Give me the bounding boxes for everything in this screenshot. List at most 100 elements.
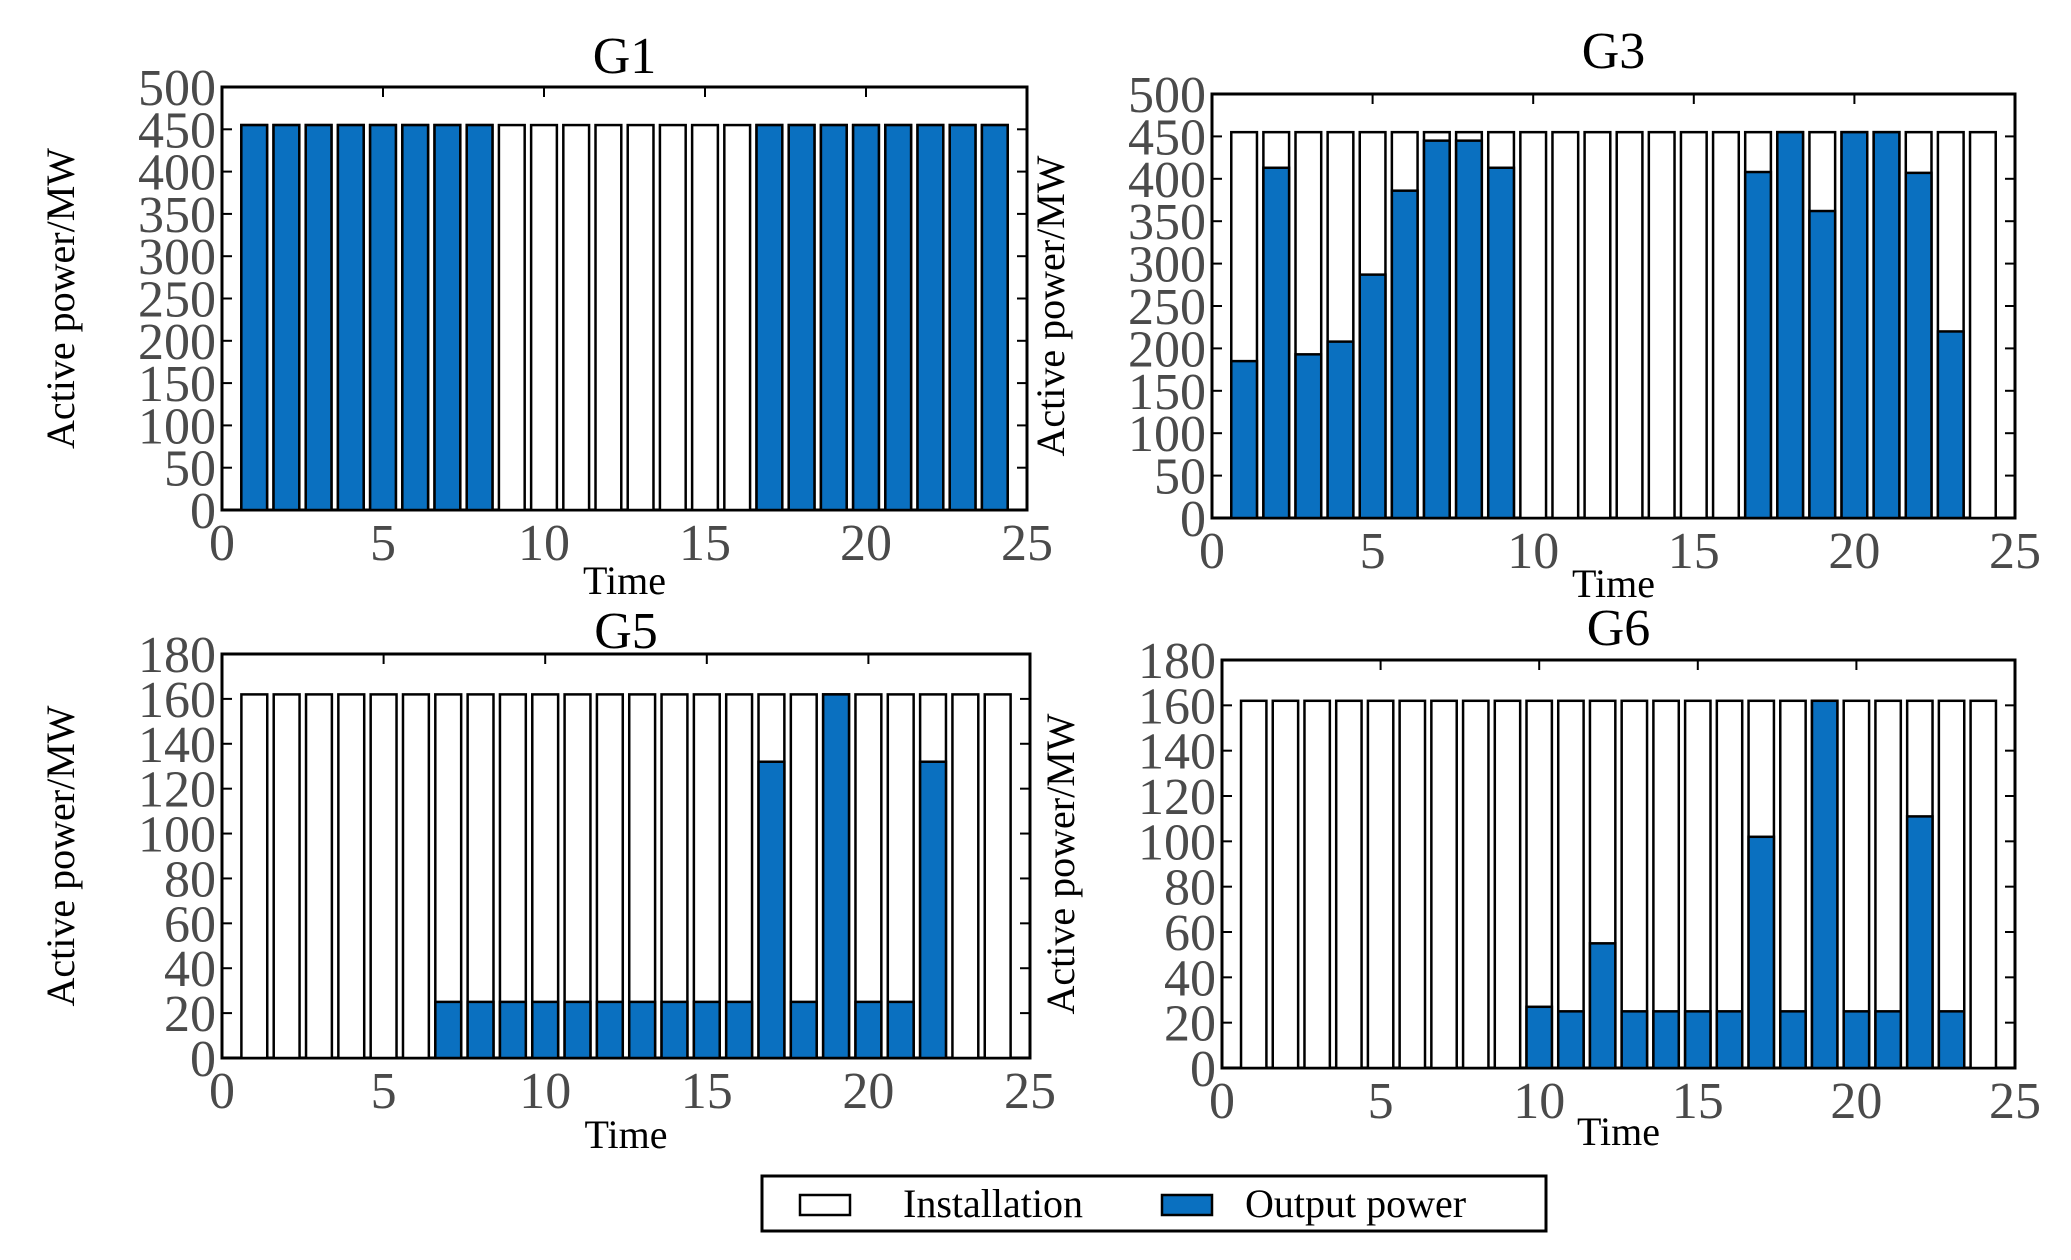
y-tick-label: 400	[138, 145, 216, 202]
bar-output-power	[272, 123, 301, 512]
bar-output-power	[498, 1000, 528, 1060]
x-tick-label: 20	[840, 515, 892, 572]
bar-output-power	[1905, 815, 1934, 1070]
bar-output-power	[724, 1000, 754, 1060]
y-tick-label: 120	[138, 762, 216, 819]
bar-output-power	[918, 760, 948, 1060]
bar-output-power	[240, 123, 269, 512]
legend-label-installation: Installation	[903, 1181, 1083, 1226]
bar-output-power	[368, 123, 398, 512]
bar-output-power	[1390, 189, 1419, 520]
bar-installation	[1969, 699, 1998, 1070]
bar-installation	[304, 693, 334, 1060]
bar-installation	[658, 123, 687, 512]
y-tick-label: 50	[1154, 449, 1206, 506]
bar-output-power	[1936, 330, 1965, 520]
bar-output-power	[854, 1000, 883, 1060]
y-tick-label: 500	[138, 60, 216, 117]
bar-installation	[1398, 699, 1427, 1070]
x-tick-label: 20	[1830, 1073, 1882, 1130]
bar-installation	[498, 693, 528, 1060]
y-tick-label: 140	[1138, 724, 1216, 781]
bar-installation	[1679, 130, 1708, 520]
bar-output-power	[531, 1000, 560, 1060]
bar-output-power	[1454, 139, 1484, 520]
y-tick-label: 150	[138, 356, 216, 413]
bar-installation	[562, 123, 591, 512]
bar-output-power	[851, 123, 881, 512]
plot-frame	[1220, 658, 2017, 1070]
y-axis-label: Active power/MW	[1038, 713, 1083, 1014]
y-tick-label: 200	[138, 314, 216, 371]
x-tick-label: 5	[370, 515, 396, 572]
bar-installation	[337, 693, 366, 1060]
y-axis-label: Active power/MW	[38, 705, 83, 1006]
bar-installation	[723, 123, 752, 512]
y-tick-label: 180	[1138, 633, 1216, 690]
y-tick-label: 20	[164, 986, 216, 1043]
x-tick-label: 10	[1507, 523, 1559, 580]
bar-output-power	[1486, 166, 1516, 520]
bar-output-power	[789, 1000, 818, 1060]
y-tick-label: 50	[164, 441, 216, 498]
bar-output-power	[466, 1000, 495, 1060]
y-tick-label: 300	[138, 229, 216, 286]
y-tick-label: 80	[1164, 860, 1216, 917]
y-tick-label: 80	[164, 851, 216, 908]
bar-output-power	[755, 123, 784, 512]
x-tick-label: 5	[1360, 523, 1386, 580]
legend-frame	[760, 1174, 1548, 1233]
y-axis-label: Active power/MW	[1028, 155, 1073, 456]
bar-output-power	[1779, 1010, 1807, 1070]
x-tick-label: 0	[1209, 1073, 1235, 1130]
bar-output-power	[1525, 1005, 1554, 1070]
bar-installation	[1239, 699, 1268, 1070]
bar-installation	[1779, 699, 1807, 1070]
bar-installation	[1556, 699, 1585, 1070]
bar-output-power	[304, 123, 333, 512]
bar-output-power	[1840, 130, 1869, 520]
bar-installation	[1968, 130, 1997, 520]
bar-installation	[1583, 130, 1612, 520]
x-tick-label: 20	[842, 1063, 894, 1120]
x-tick-label: 10	[519, 1063, 571, 1120]
bar-output-power	[1230, 359, 1259, 520]
y-tick-label: 20	[1164, 996, 1216, 1053]
bar-installation	[626, 123, 655, 512]
y-tick-label: 300	[1128, 237, 1206, 294]
bar-output-power	[1556, 1010, 1585, 1070]
bar-installation	[789, 693, 818, 1060]
bar-installation	[951, 693, 980, 1060]
bar-installation	[1615, 130, 1644, 520]
bar-installation	[1461, 699, 1490, 1070]
x-axis-label: Time	[1572, 561, 1655, 606]
bar-output-power	[980, 123, 1009, 512]
bar-output-power	[1842, 1010, 1871, 1070]
bar-output-power	[692, 1000, 721, 1060]
bar-output-power	[819, 123, 848, 512]
x-tick-label: 0	[209, 515, 235, 572]
x-tick-label: 25	[1001, 515, 1053, 572]
bar-output-power	[1652, 1010, 1681, 1070]
bar-output-power	[1422, 139, 1451, 520]
y-tick-label: 450	[1128, 109, 1206, 166]
x-tick-label: 25	[1989, 523, 2041, 580]
y-tick-label: 40	[1164, 950, 1216, 1007]
x-tick-label: 10	[1513, 1073, 1565, 1130]
x-tick-label: 5	[371, 1063, 397, 1120]
legend-swatch-output	[1160, 1193, 1214, 1217]
bar-installation	[660, 693, 689, 1060]
bar-output-power	[1326, 340, 1355, 520]
bar-installation	[1551, 130, 1580, 520]
bar-installation	[1303, 699, 1332, 1070]
bar-output-power	[1294, 353, 1323, 520]
y-tick-label: 60	[1164, 905, 1216, 962]
bar-installation	[1652, 699, 1681, 1070]
chart-title: G3	[1582, 23, 1646, 80]
bar-installation	[434, 693, 463, 1060]
bar-installation	[1711, 130, 1741, 520]
bar-installation	[1430, 699, 1458, 1070]
y-tick-label: 140	[138, 717, 216, 774]
